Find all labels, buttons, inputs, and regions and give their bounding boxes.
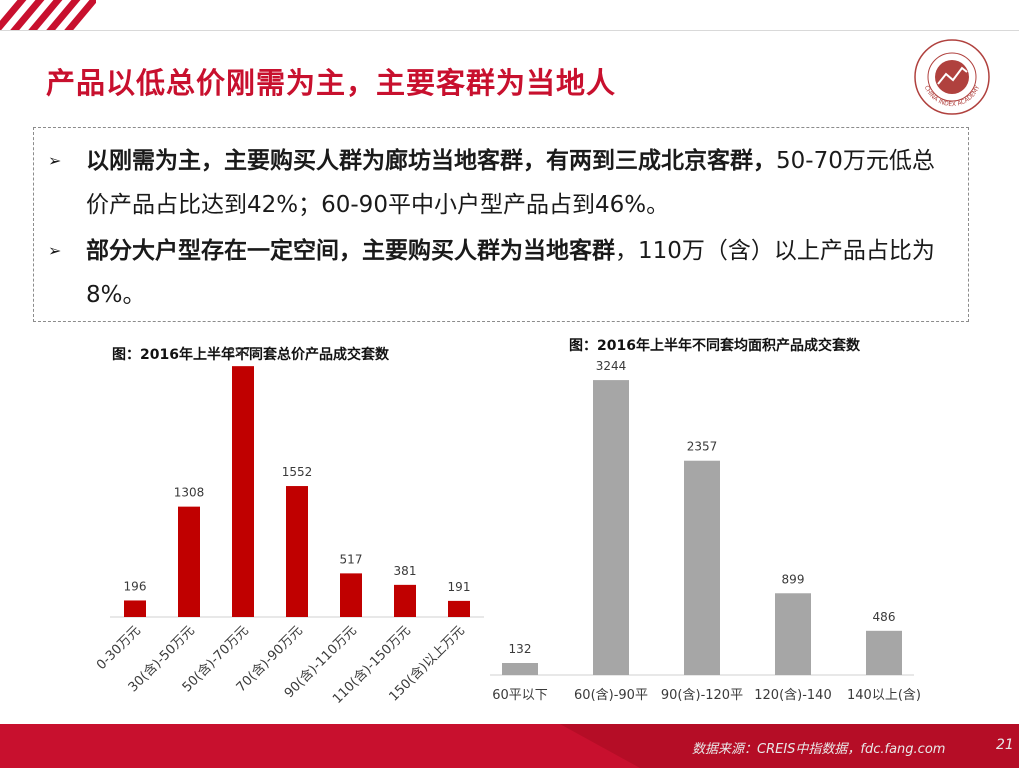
- bar-4: [866, 630, 902, 675]
- x-tick-label-4: 140以上(含): [847, 687, 921, 703]
- bar-value-label-0: 132: [509, 642, 532, 656]
- bar-value-label-3: 899: [782, 572, 805, 586]
- data-source: 数据来源：CREIS中指数据，fdc.fang.com: [692, 742, 946, 757]
- bullet-2: ➢ 部分大户型存在一定空间，主要购买人群为当地客群，110万（含）以上产品占比为…: [48, 229, 953, 317]
- china-index-academy-logo: CHINA INDEX ACADEMY: [914, 39, 990, 115]
- bar-5: [394, 584, 416, 617]
- bar-0: [502, 663, 538, 675]
- bullet-1: ➢ 以刚需为主，主要购买人群为廊坊当地客群，有两到三成北京客群，50-70万元低…: [48, 139, 953, 227]
- footer-band: [0, 724, 1019, 768]
- bar-value-label-4: 517: [340, 552, 363, 566]
- bar-value-label-1: 3244: [596, 359, 627, 373]
- arrow-bullet-icon: ➢: [48, 151, 62, 170]
- bullet-1-text: 50-70万元低总价产品占比达到42%；60-90平中小户型产品占到46%。: [86, 148, 935, 218]
- x-tick-label-3: 120(含)-140: [754, 687, 831, 703]
- bar-4: [340, 573, 362, 617]
- bullet-2-text: ，110万（含）以上产品占比为8%。: [86, 238, 935, 308]
- bar-3: [775, 593, 811, 675]
- bar-value-label-0: 196: [124, 579, 147, 593]
- total-price-bar-chart: 1960-30万元130830(含)-50万元297350(含)-70万元155…: [94, 345, 484, 707]
- summary-box: ➢ 以刚需为主，主要购买人群为廊坊当地客群，有两到三成北京客群，50-70万元低…: [33, 127, 969, 322]
- chart-2-title: 图：2016年上半年不同套均面积产品成交套数: [569, 338, 860, 354]
- bar-value-label-5: 381: [394, 564, 417, 578]
- x-tick-label-2: 90(含)-120平: [661, 687, 743, 703]
- bar-2: [232, 366, 254, 617]
- area-size-bar-chart: 132 60平以下 3244 60(含)-90平 2357 90(含)-120平 899 12…: [490, 359, 921, 703]
- bar-1: [593, 380, 629, 675]
- slide-title: 产品以低总价刚需为主，主要客群为当地人: [46, 66, 617, 100]
- x-tick-label-1: 60(含)-90平: [574, 687, 648, 703]
- arrow-bullet-icon: ➢: [48, 241, 62, 260]
- bar-value-label-2: 2357: [687, 440, 718, 454]
- bar-value-label-1: 1308: [174, 486, 205, 500]
- x-tick-label-0: 60平以下: [492, 688, 548, 703]
- chart-1-title: 图：2016年上半年不同套总价产品成交套数: [112, 347, 389, 363]
- bar-2: [684, 460, 720, 675]
- bar-value-label-3: 1552: [282, 465, 313, 479]
- bar-value-label-2: 2973: [228, 345, 259, 359]
- bullet-1-bold: 以刚需为主，主要购买人群为廊坊当地客群，有两到三成北京客群，: [86, 148, 776, 174]
- bar-3: [286, 486, 308, 617]
- bar-value-label-4: 486: [873, 610, 896, 624]
- x-tick-label-0: 0-30万元: [94, 623, 144, 673]
- bar-1: [178, 506, 200, 617]
- header-stripes: [0, 0, 96, 30]
- header-divider: [0, 30, 1019, 31]
- bar-value-label-6: 191: [448, 580, 471, 594]
- bar-6: [448, 600, 470, 617]
- bullet-2-bold: 部分大户型存在一定空间，主要购买人群为当地客群: [86, 238, 615, 264]
- page-number: 21: [996, 737, 1014, 753]
- bar-0: [124, 600, 146, 617]
